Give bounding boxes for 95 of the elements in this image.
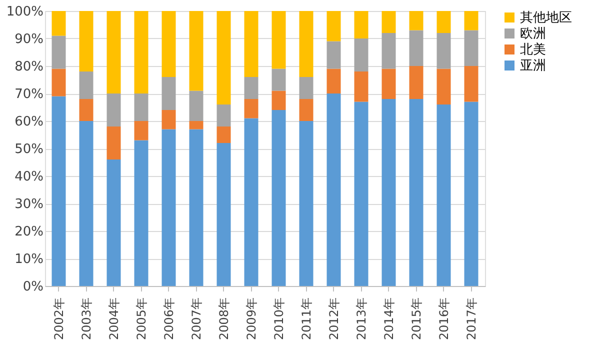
x-tick-label: 2010年 [272, 298, 286, 340]
y-tick-label: 50% [14, 142, 44, 157]
bar [326, 41, 341, 69]
bar [409, 99, 424, 286]
y-tick-label: 80% [14, 60, 44, 74]
bar [382, 68, 396, 99]
x-tick-label: 2014年 [382, 298, 396, 340]
bar [409, 11, 424, 30]
bar [299, 121, 314, 286]
bar [436, 68, 451, 104]
legend-label: 欧洲 [520, 26, 546, 42]
bar [436, 11, 451, 33]
bar [299, 77, 314, 99]
bar [382, 11, 396, 33]
bar [216, 126, 231, 143]
bar [326, 11, 341, 42]
bar [382, 33, 396, 69]
bar [272, 110, 286, 286]
bar [354, 102, 368, 286]
bar [134, 94, 148, 121]
bar [272, 11, 286, 69]
bar [134, 11, 148, 94]
bar [162, 129, 176, 286]
bar [244, 118, 258, 286]
bar [189, 129, 204, 286]
bar [382, 99, 396, 286]
x-tick-label: 2009年 [244, 298, 258, 340]
x-tick-label: 2012年 [326, 298, 341, 340]
bar [244, 11, 258, 77]
y-tick-label: 20% [14, 224, 44, 240]
bar [162, 110, 176, 130]
bar [134, 121, 148, 140]
y-tick-label: 30% [14, 197, 44, 212]
y-tick-label: 10% [14, 252, 44, 267]
bar [162, 77, 176, 110]
bar [326, 68, 341, 94]
bar [106, 94, 121, 126]
bar [106, 11, 121, 94]
bar [52, 68, 66, 96]
legend-label: 北美 [520, 42, 546, 58]
bar [79, 121, 94, 286]
x-tick-label: 2011年 [299, 298, 314, 340]
bar [134, 140, 148, 286]
bar [272, 90, 286, 110]
bar [354, 38, 368, 72]
x-tick-label: 2008年 [216, 298, 231, 340]
x-tick-label: 2005年 [134, 298, 148, 340]
bar [52, 11, 66, 36]
y-tick-label: 70% [14, 87, 44, 102]
x-tick-label: 2006年 [162, 298, 176, 340]
x-tick-label: 2002年 [52, 298, 66, 340]
bar [272, 68, 286, 91]
x-tick-label: 2017年 [464, 298, 478, 340]
bar [189, 90, 204, 121]
bar [106, 160, 121, 286]
bar [162, 11, 176, 77]
bar [464, 30, 478, 66]
bar [52, 96, 66, 286]
y-tick-label: 90% [14, 32, 44, 47]
legend-label: 亚洲 [520, 58, 546, 74]
x-tick-label: 2016年 [436, 298, 451, 340]
bar [244, 77, 258, 99]
bar [52, 36, 66, 69]
bar [106, 126, 121, 160]
bar [299, 99, 314, 121]
bar [409, 30, 424, 66]
legend-label: 其他地区 [520, 10, 572, 26]
bar [216, 143, 231, 286]
x-tick-label: 2004年 [106, 298, 121, 340]
y-tick-label: 100% [6, 4, 44, 20]
y-tick-label: 60% [14, 114, 44, 130]
bar [464, 102, 478, 286]
bar [354, 72, 368, 102]
bar [436, 104, 451, 286]
bar [409, 66, 424, 99]
x-tick-label: 2013年 [354, 298, 368, 340]
bar [326, 94, 341, 286]
bar [79, 99, 94, 121]
y-tick-label: 0% [22, 280, 44, 294]
bar [464, 66, 478, 102]
bar [216, 104, 231, 126]
bar [436, 33, 451, 69]
y-tick-label: 40% [14, 170, 44, 184]
bar [244, 99, 258, 118]
bar [216, 11, 231, 104]
bar [464, 11, 478, 30]
x-tick-label: 2003年 [79, 298, 94, 340]
bar [354, 11, 368, 38]
bar [189, 121, 204, 130]
bar [79, 72, 94, 99]
bar [79, 11, 94, 72]
x-tick-label: 2015年 [409, 298, 424, 340]
x-tick-label: 2007年 [189, 298, 204, 340]
bar [299, 11, 314, 77]
bar [189, 11, 204, 91]
